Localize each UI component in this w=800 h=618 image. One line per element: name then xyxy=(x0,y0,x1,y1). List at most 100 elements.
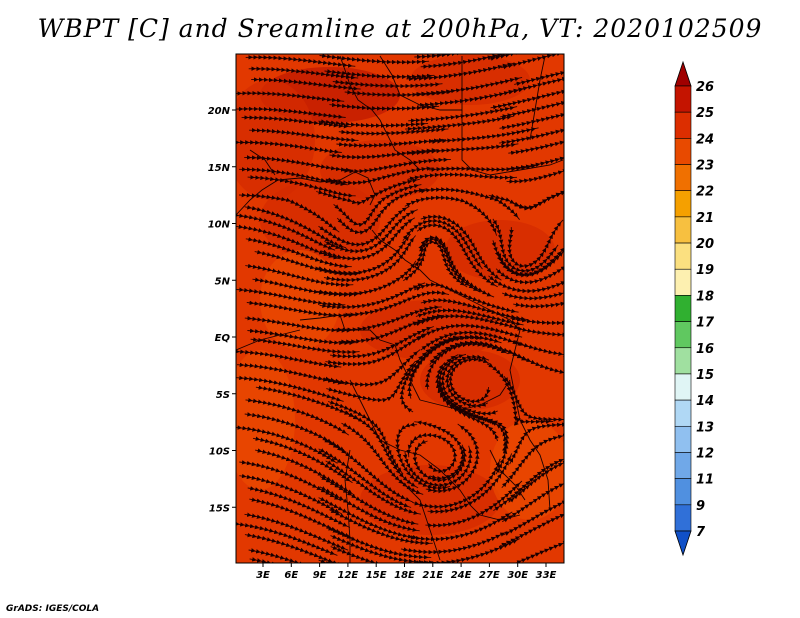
colorbar-label: 7 xyxy=(696,525,706,540)
colorbar-label: 24 xyxy=(696,132,714,147)
colorbar-segment xyxy=(674,138,692,165)
colorbar-label: 13 xyxy=(696,420,714,435)
lon-tick-label: 30E xyxy=(507,570,528,581)
colorbar-segment xyxy=(674,452,692,479)
colorbar-label: 22 xyxy=(696,185,714,200)
border-line xyxy=(489,449,526,501)
border-line xyxy=(349,379,521,521)
colorbar-label: 23 xyxy=(696,159,714,174)
colorbar-bottom-arrow xyxy=(674,530,692,557)
colorbar-segment xyxy=(674,504,692,532)
border-line xyxy=(461,110,564,176)
map-frame xyxy=(235,53,565,564)
colorbar-segment xyxy=(674,478,692,506)
colorbar-label: 14 xyxy=(696,394,714,409)
lon-tick-label: 9E xyxy=(313,570,327,581)
colorbar-label: 9 xyxy=(696,499,705,514)
lon-tick-label: 18E xyxy=(394,570,415,581)
streamline xyxy=(408,142,519,156)
border-line xyxy=(399,479,441,561)
streamline xyxy=(512,339,564,361)
colorbar-segment xyxy=(674,111,692,139)
border-line xyxy=(339,55,421,171)
streamline xyxy=(336,138,447,148)
streamline xyxy=(403,239,468,288)
lon-tick-label: 15E xyxy=(366,570,387,581)
lat-tick-label: 10N xyxy=(208,220,231,231)
streamline xyxy=(319,54,430,65)
colorbar-segment xyxy=(674,164,692,192)
colorbar-segment xyxy=(674,347,692,375)
streamline xyxy=(513,289,564,309)
streamline xyxy=(509,316,564,326)
streamline xyxy=(503,375,564,422)
streamline xyxy=(413,538,520,563)
streamline xyxy=(236,140,342,154)
lon-tick-label: 3E xyxy=(256,570,270,581)
lat-tick-label: 15N xyxy=(208,163,231,174)
colorbar-segment xyxy=(674,373,692,401)
map-area xyxy=(236,54,564,563)
grads-credit: GrADS: IGES/COLA xyxy=(6,604,100,614)
colorbar-label: 16 xyxy=(696,342,714,357)
lon-tick-label: 21E xyxy=(422,570,443,581)
streamline xyxy=(330,545,435,563)
colorbar-top-arrow xyxy=(674,60,692,87)
colorbar-label: 15 xyxy=(696,368,714,383)
colorbar-label: 18 xyxy=(696,289,714,304)
lon-tick-label: 24E xyxy=(451,570,472,581)
lat-tick-label: 5S xyxy=(216,390,230,401)
lon-tick-label: 12E xyxy=(338,570,359,581)
streamlines xyxy=(236,54,564,563)
lon-tick-label: 27E xyxy=(479,570,500,581)
colorbar-label: 17 xyxy=(696,316,715,331)
colorbar-label: 19 xyxy=(696,263,714,278)
lon-tick-label: 33E xyxy=(536,570,557,581)
longitude-axis: 3E 6E 9E 12E 15E 18E 21E 24E 27E 30E 33E xyxy=(256,563,557,581)
colorbar-segment xyxy=(674,190,692,218)
border-line xyxy=(344,449,351,563)
colorbar-segment xyxy=(674,425,692,453)
streamline xyxy=(514,527,564,563)
border-line xyxy=(419,379,511,411)
border-line xyxy=(249,149,276,176)
streamline xyxy=(248,548,351,563)
colorbar-label: 11 xyxy=(696,473,714,488)
colorbar-segment xyxy=(674,399,692,427)
lat-tick-label: 20N xyxy=(208,106,231,117)
border-line xyxy=(236,329,301,351)
colorbar-label: 21 xyxy=(696,211,714,226)
lat-tick-label: 15S xyxy=(209,503,230,514)
colorbar: 26 25 24 23 22 21 20 19 18 17 16 15 14 13 12 11 9 7 xyxy=(674,60,715,557)
border-line xyxy=(236,171,376,216)
streamline xyxy=(399,335,461,413)
country-borders xyxy=(236,55,564,563)
streamline xyxy=(499,502,564,547)
lat-tick-label: EQ xyxy=(215,333,231,344)
colorbar-label: 20 xyxy=(696,237,714,252)
lat-tick-label: 5N xyxy=(215,276,231,287)
streamline xyxy=(512,175,564,211)
colorbar-segment xyxy=(674,242,692,270)
colorbar-segment xyxy=(674,268,692,296)
colorbar-label: 25 xyxy=(696,106,714,121)
streamline xyxy=(405,115,515,132)
lat-tick-label: 10S xyxy=(209,447,230,458)
border-line xyxy=(299,314,421,401)
chart-title: WBPT [C] and Sreamline at 200hPa, VT: 20… xyxy=(37,14,763,43)
lon-tick-label: 6E xyxy=(284,570,298,581)
streamline xyxy=(236,90,345,103)
border-line xyxy=(371,229,521,331)
border-line xyxy=(509,329,551,511)
colorbar-segment xyxy=(674,85,692,113)
streamline xyxy=(515,326,564,338)
colorbar-label: 12 xyxy=(696,446,714,461)
streamline xyxy=(407,172,518,181)
border-line xyxy=(529,55,546,141)
colorbar-label: 26 xyxy=(696,80,714,95)
colorbar-segment xyxy=(674,216,692,244)
latitude-axis: 20N 15N 10N 5N EQ 5S 10S 15S xyxy=(208,106,236,514)
colorbar-segment xyxy=(674,321,692,349)
colorbar-segment xyxy=(674,295,692,322)
